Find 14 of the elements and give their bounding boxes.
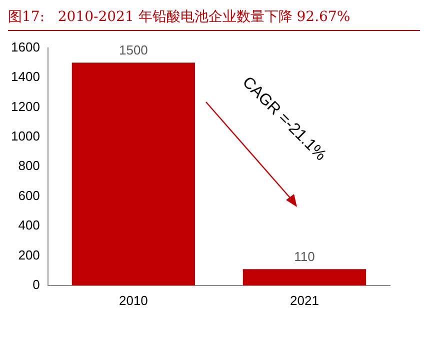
data-label: 110 <box>294 249 315 264</box>
y-tick-label: 400 <box>18 218 40 233</box>
data-label: 1500 <box>118 42 148 58</box>
x-tick-label: 2021 <box>290 292 319 308</box>
y-tick-label: 1600 <box>11 39 40 54</box>
y-tick-label: 1400 <box>11 69 40 84</box>
x-tick-label: 2010 <box>118 292 148 308</box>
y-tick-label: 600 <box>18 188 40 203</box>
y-tick-label: 1200 <box>11 98 40 114</box>
chart-title: 图17: 2010-2021 年铅酸电池企业数量下降 92.67% <box>8 8 420 31</box>
y-tick-label: 800 <box>18 158 40 174</box>
y-tick-label: 1000 <box>11 128 40 144</box>
y-tick-label: 0 <box>32 276 40 292</box>
y-tick-label: 200 <box>18 247 40 262</box>
